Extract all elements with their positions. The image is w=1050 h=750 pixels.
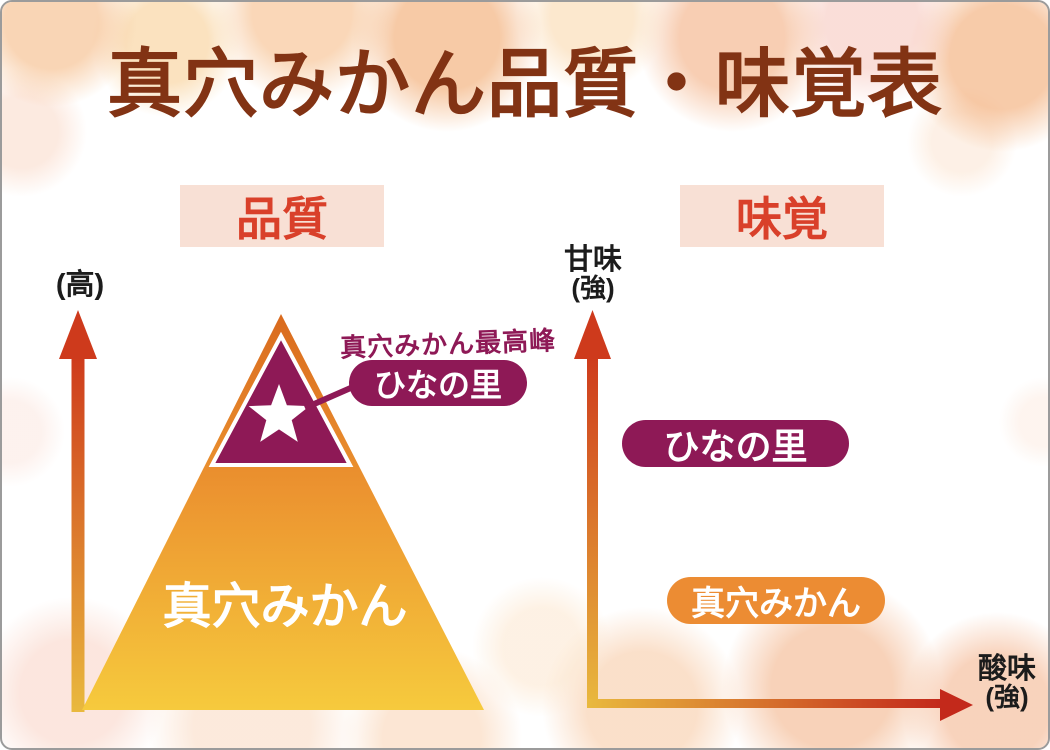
pyramid-base-label: 真穴みかん: [162, 580, 408, 634]
sourness-label: 酸味: [977, 653, 1036, 685]
taste-x-axis-label: 酸味 (強): [964, 653, 1048, 713]
taste-pill-hinano-sato: ひなの里: [622, 420, 849, 467]
taste-section-header: 味覚: [680, 185, 884, 247]
taste-section-label: 味覚: [736, 192, 828, 246]
quality-peak-pill-label: ひなの里: [373, 367, 502, 403]
quality-y-axis-label: (高): [55, 269, 105, 301]
sourness-strength-label: (強): [985, 682, 1029, 713]
quality-peak-pill: ひなの里: [349, 360, 527, 406]
page-title: 真穴みかん品質・味覚表: [106, 40, 943, 128]
quality-section-label: 品質: [236, 192, 328, 246]
sweetness-label: 甘味: [563, 244, 622, 276]
quality-section-header: 品質: [180, 185, 384, 247]
taste-pill-maana-mikan: 真穴みかん: [667, 577, 885, 624]
taste-pill-maana-mikan-label: 真穴みかん: [691, 585, 861, 623]
peak-note-text: 真穴みかん最高峰: [339, 325, 557, 363]
sweetness-strength-label: (強): [571, 273, 615, 304]
taste-y-axis-label: 甘味 (強): [550, 245, 636, 303]
taste-pill-hinano-sato-label: ひなの里: [663, 425, 808, 467]
